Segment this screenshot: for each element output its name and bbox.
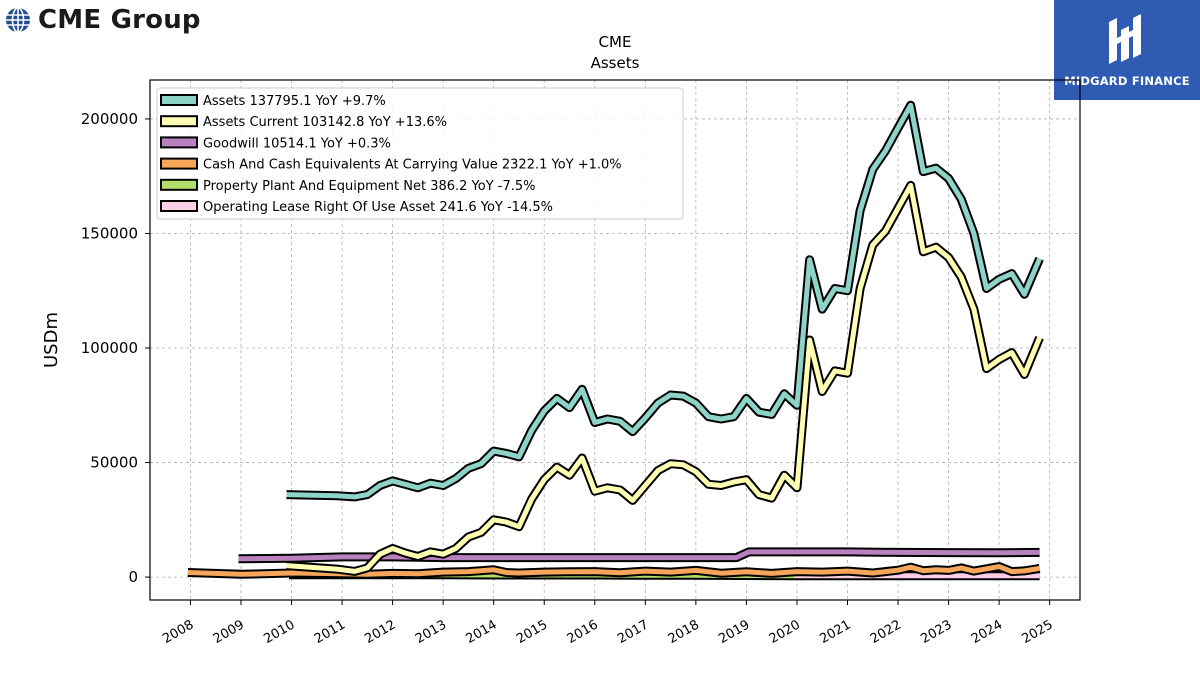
series-layer bbox=[187, 100, 1044, 581]
x-tick-label: 2010 bbox=[261, 617, 297, 647]
x-tick-label: 2018 bbox=[666, 617, 702, 647]
x-tick-label: 2009 bbox=[211, 617, 247, 647]
legend-label-assets_current: Assets Current 103142.8 YoY +13.6% bbox=[203, 115, 447, 130]
legend-item-assets: Assets 137795.1 YoY +9.7% bbox=[160, 94, 386, 109]
x-tick-label: 2013 bbox=[413, 617, 449, 647]
series-cash bbox=[187, 562, 1041, 579]
plot-frame bbox=[149, 79, 1081, 601]
x-tick-label: 2022 bbox=[868, 617, 904, 647]
chart-title: CME bbox=[599, 33, 632, 51]
series-assets_current bbox=[286, 180, 1044, 576]
legend-swatch-assets_current bbox=[160, 115, 198, 128]
x-tick-label: 2008 bbox=[160, 617, 196, 647]
legend-label-goodwill: Goodwill 10514.1 YoY +0.3% bbox=[203, 136, 391, 151]
legend-swatch-lease bbox=[160, 200, 198, 212]
cme-group-logo: CME Group bbox=[4, 4, 201, 36]
x-tick-label: 2011 bbox=[312, 617, 348, 647]
chart-subtitle: Assets bbox=[591, 54, 640, 72]
series-line-assets_current bbox=[286, 182, 1042, 574]
x-tick-label: 2023 bbox=[918, 617, 954, 647]
y-axis-label: USDm bbox=[41, 312, 62, 368]
x-tick-label: 2024 bbox=[969, 617, 1005, 647]
x-tick-label: 2025 bbox=[1020, 617, 1056, 647]
x-tick-label: 2020 bbox=[767, 617, 803, 647]
midgard-finance-logo: MIDGARD FINANCE bbox=[1054, 0, 1200, 100]
y-tick-label: 200000 bbox=[81, 110, 138, 128]
legend-swatch-goodwill bbox=[160, 136, 198, 149]
series-goodwill bbox=[238, 547, 1040, 564]
legend-item-assets_current: Assets Current 103142.8 YoY +13.6% bbox=[160, 115, 447, 130]
y-tick-label: 150000 bbox=[81, 224, 138, 242]
series-assets bbox=[286, 100, 1044, 502]
legend-swatch-cash bbox=[160, 157, 198, 170]
legend-swatch-assets bbox=[160, 94, 198, 106]
legend-item-lease: Operating Lease Right Of Use Asset 241.6… bbox=[160, 200, 553, 215]
legend-item-ppe: Property Plant And Equipment Net 386.2 Y… bbox=[160, 178, 536, 194]
x-tick-label: 2015 bbox=[514, 617, 550, 647]
legend-item-cash: Cash And Cash Equivalents At Carrying Va… bbox=[160, 157, 622, 173]
x-tick-label: 2021 bbox=[817, 617, 853, 647]
series-line-assets bbox=[286, 102, 1042, 500]
legend-item-goodwill: Goodwill 10514.1 YoY +0.3% bbox=[160, 136, 391, 151]
midgard-mark-icon bbox=[1109, 14, 1141, 64]
series-line-cash bbox=[187, 564, 1041, 577]
globe-icon bbox=[6, 7, 30, 33]
legend: Assets 137795.1 YoY +9.7% Assets Current … bbox=[156, 87, 684, 220]
y-tick-label: 0 bbox=[128, 568, 138, 586]
x-tick-label: 2012 bbox=[362, 617, 398, 647]
legend-label-ppe: Property Plant And Equipment Net 386.2 Y… bbox=[203, 179, 536, 194]
legend-label-lease: Operating Lease Right Of Use Asset 241.6… bbox=[203, 200, 553, 215]
legend-label-assets: Assets 137795.1 YoY +9.7% bbox=[203, 94, 386, 109]
y-tick-label: 50000 bbox=[90, 454, 138, 472]
x-tick-label: 2017 bbox=[615, 617, 651, 647]
series-outline-assets_current bbox=[286, 180, 1044, 576]
cme-group-logo-text: CME Group bbox=[38, 5, 201, 35]
y-tick-label: 100000 bbox=[81, 339, 138, 357]
legend-label-cash: Cash And Cash Equivalents At Carrying Va… bbox=[203, 158, 622, 173]
legend-box bbox=[156, 87, 684, 220]
midgard-finance-logo-text: MIDGARD FINANCE bbox=[1064, 74, 1190, 88]
legend-swatch-ppe bbox=[160, 178, 198, 191]
x-tick-label: 2014 bbox=[464, 617, 500, 647]
x-tick-label: 2016 bbox=[565, 617, 601, 647]
x-tick-label: 2019 bbox=[716, 617, 752, 647]
